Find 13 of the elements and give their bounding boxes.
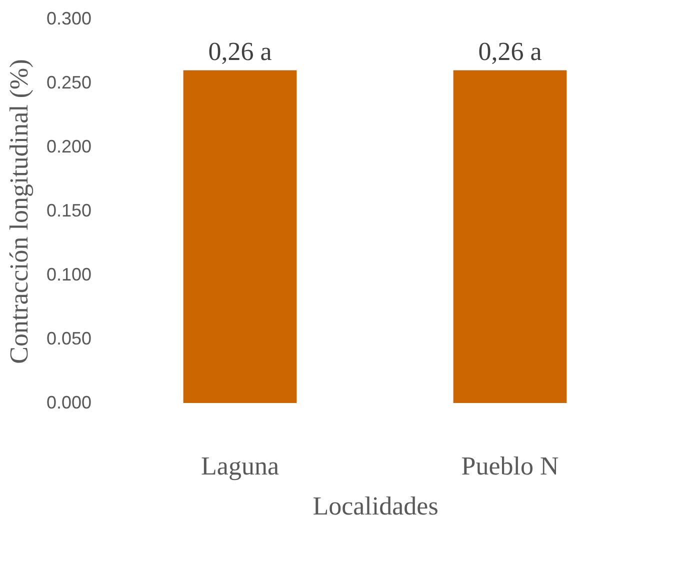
y-tick-label: 0.050 [46, 328, 92, 348]
y-tick-label: 0.300 [46, 8, 92, 28]
y-tick-label: 0.000 [46, 392, 92, 412]
data-label: 0,26 a [208, 37, 272, 66]
y-tick-label: 0.200 [46, 136, 92, 156]
y-axis-title: Contracción longitudinal (%) [4, 59, 34, 364]
y-tick-label: 0.250 [46, 72, 92, 92]
x-axis-title: Localidades [312, 492, 438, 520]
y-tick-label: 0.100 [46, 264, 92, 284]
x-tick-label: Laguna [201, 452, 280, 480]
data-label: 0,26 a [478, 37, 542, 66]
y-tick-label: 0.150 [46, 200, 92, 220]
x-tick-label: Pueblo N [461, 452, 559, 480]
